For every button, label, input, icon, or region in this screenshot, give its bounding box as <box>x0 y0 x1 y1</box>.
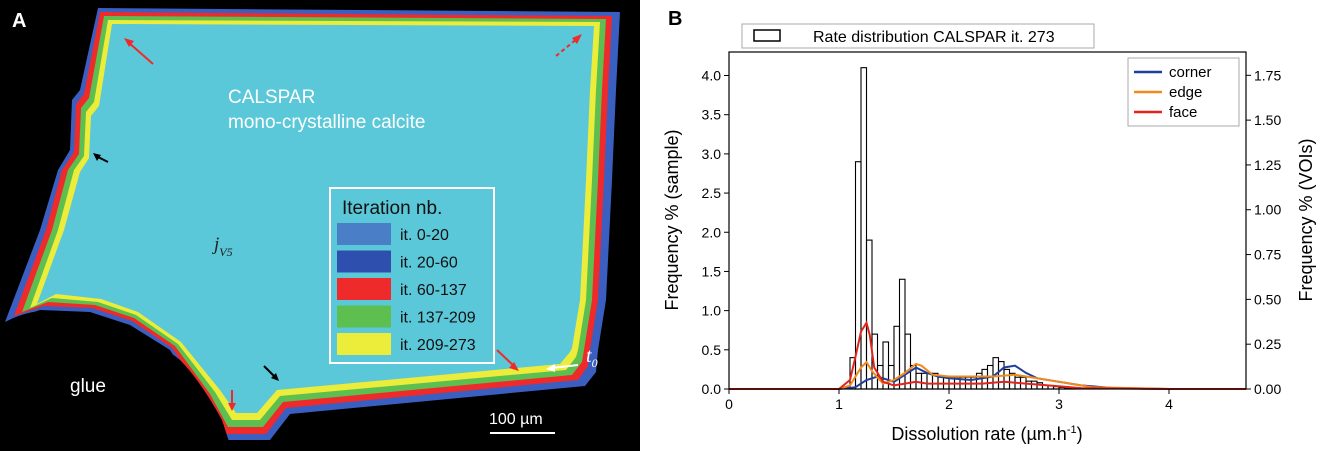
legend-item-label: it. 209-273 <box>400 337 476 354</box>
y-right-tick-label: 0.75 <box>1254 247 1281 263</box>
scale-bar-label: 100 µm <box>489 411 543 428</box>
y-left-tick-label: 1.5 <box>702 263 722 279</box>
sample-title: CALSPAR <box>228 87 315 108</box>
y-axis-right-label: Frequency % (VOIs) <box>1296 138 1316 301</box>
legend-swatch <box>337 223 391 245</box>
arrow-white-t0 <box>546 364 579 372</box>
histogram-bar <box>920 372 928 390</box>
histogram-bar <box>1003 368 1011 390</box>
y-right-tick-label: 0.25 <box>1254 336 1281 352</box>
arrow-red-top-left <box>124 38 154 65</box>
panel-letter-a: A <box>12 10 27 32</box>
legend-swatch <box>337 250 391 273</box>
legend-swatch <box>337 305 391 328</box>
legend-item-label: it. 20-60 <box>400 255 458 272</box>
panel-a-image: CALSPAR mono-crystalline calcite jV5 glu… <box>0 0 640 451</box>
series-legend: corner edge face <box>1127 57 1240 127</box>
y-left-tick-label: 0.5 <box>702 342 722 358</box>
legend-label-face: face <box>1169 104 1197 121</box>
legend-label-edge: edge <box>1169 84 1202 101</box>
arrow-red-bottom <box>228 390 236 411</box>
crystal-map: CALSPAR mono-crystalline calcite jV5 glu… <box>0 8 620 451</box>
histogram-legend-label: Rate distribution CALSPAR it. 273 <box>813 29 1055 46</box>
symbol-jv5: jV5 <box>211 234 233 259</box>
glue-label: glue <box>70 376 106 397</box>
y-right-tick-label: 0.00 <box>1254 381 1281 397</box>
legend-swatch <box>337 333 391 355</box>
plot-frame <box>728 51 1247 390</box>
sample-subtitle: mono-crystalline calcite <box>228 112 425 133</box>
y-left-tick-label: 3.0 <box>702 146 722 162</box>
arrow-red-dashed-top-right <box>555 34 582 57</box>
y-left-tick-label: 2.0 <box>702 224 722 240</box>
arrow-black-left <box>93 153 109 163</box>
histogram-bar <box>904 333 912 390</box>
legend-swatch <box>337 278 391 300</box>
legend-item-label: it. 60-137 <box>400 282 467 299</box>
x-tick-label: 1 <box>835 396 843 412</box>
y-left-tick-label: 2.5 <box>702 185 722 201</box>
y-right-tick-label: 1.00 <box>1254 202 1281 218</box>
histogram-bar <box>1025 380 1033 390</box>
y-right-tick-label: 1.25 <box>1254 157 1281 173</box>
x-axis-label: Dissolution rate (µm.h-1) <box>891 424 1082 444</box>
arrow-red-bottom-right <box>496 349 519 371</box>
series-line-edge <box>729 360 1246 390</box>
scale-bar: 100 µm <box>489 411 555 434</box>
rate-distribution-chart: 0 1 2 3 4 0.0 0.5 1.0 1.5 2.0 2.5 3.0 3.5 4.0 0.00 0.25… <box>662 23 1316 444</box>
y-right-tick-label: 1.50 <box>1254 112 1281 128</box>
histogram-bar <box>926 372 934 390</box>
glue-region <box>0 310 232 451</box>
y-left-tick-label: 1.0 <box>702 303 722 319</box>
legend-item-label: it. 137-209 <box>400 310 476 327</box>
arrow-black-bottom <box>263 365 279 381</box>
histogram-legend: Rate distribution CALSPAR it. 273 <box>741 23 1095 49</box>
series-line-face <box>729 320 1246 390</box>
y-right-tick-label: 0.50 <box>1254 291 1281 307</box>
time-label-t0: t0 <box>586 345 598 370</box>
y-left-tick-label: 3.5 <box>702 107 722 123</box>
y-axis-left-label: Frequency % (sample) <box>662 129 682 310</box>
x-tick-label: 0 <box>725 396 733 412</box>
iteration-legend: Iteration nb. it. 0-20 it. 20-60 it. 60-13… <box>329 187 495 364</box>
histogram-bar <box>981 368 989 390</box>
panel-letter-b: B <box>668 8 683 30</box>
x-tick-label: 2 <box>945 396 953 412</box>
x-tick-label: 3 <box>1055 396 1063 412</box>
x-tick-label: 4 <box>1165 396 1173 412</box>
y-right-tick-label: 1.75 <box>1254 67 1281 83</box>
legend-item-label: it. 0-20 <box>400 227 449 244</box>
y-left-tick-label: 4.0 <box>702 68 722 84</box>
legend-label-corner: corner <box>1169 64 1212 81</box>
legend-title: Iteration nb. <box>342 198 442 219</box>
y-left-tick-label: 0.0 <box>702 381 722 397</box>
histogram-bar <box>860 67 868 390</box>
